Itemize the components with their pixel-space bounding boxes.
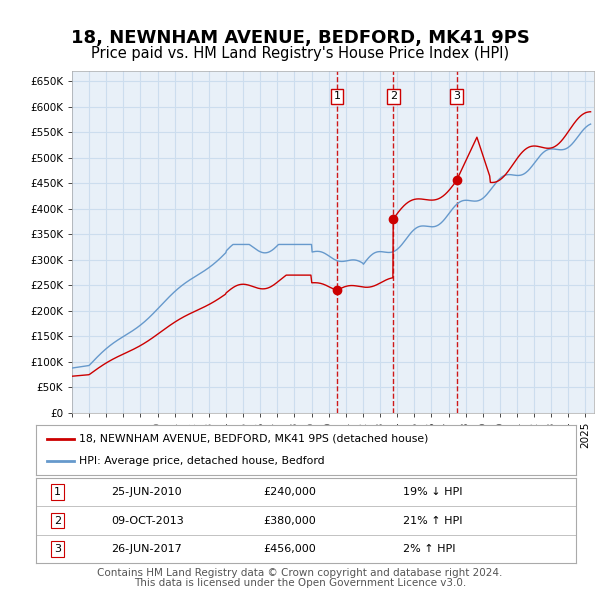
Text: This data is licensed under the Open Government Licence v3.0.: This data is licensed under the Open Gov…	[134, 578, 466, 588]
Text: £456,000: £456,000	[263, 544, 316, 554]
Text: 09-OCT-2013: 09-OCT-2013	[112, 516, 184, 526]
Text: 18, NEWNHAM AVENUE, BEDFORD, MK41 9PS (detached house): 18, NEWNHAM AVENUE, BEDFORD, MK41 9PS (d…	[79, 434, 428, 444]
Text: 3: 3	[54, 544, 61, 554]
Text: 26-JUN-2017: 26-JUN-2017	[112, 544, 182, 554]
Text: 21% ↑ HPI: 21% ↑ HPI	[403, 516, 463, 526]
Text: £240,000: £240,000	[263, 487, 316, 497]
Text: 19% ↓ HPI: 19% ↓ HPI	[403, 487, 463, 497]
Text: 1: 1	[54, 487, 61, 497]
Text: 3: 3	[453, 91, 460, 101]
Text: 2: 2	[54, 516, 61, 526]
Text: 2% ↑ HPI: 2% ↑ HPI	[403, 544, 456, 554]
Text: £380,000: £380,000	[263, 516, 316, 526]
Text: Contains HM Land Registry data © Crown copyright and database right 2024.: Contains HM Land Registry data © Crown c…	[97, 569, 503, 578]
Text: 2: 2	[389, 91, 397, 101]
Text: 18, NEWNHAM AVENUE, BEDFORD, MK41 9PS: 18, NEWNHAM AVENUE, BEDFORD, MK41 9PS	[71, 30, 529, 47]
Text: 1: 1	[334, 91, 340, 101]
Text: Price paid vs. HM Land Registry's House Price Index (HPI): Price paid vs. HM Land Registry's House …	[91, 45, 509, 61]
Text: 25-JUN-2010: 25-JUN-2010	[112, 487, 182, 497]
Text: HPI: Average price, detached house, Bedford: HPI: Average price, detached house, Bedf…	[79, 456, 325, 466]
